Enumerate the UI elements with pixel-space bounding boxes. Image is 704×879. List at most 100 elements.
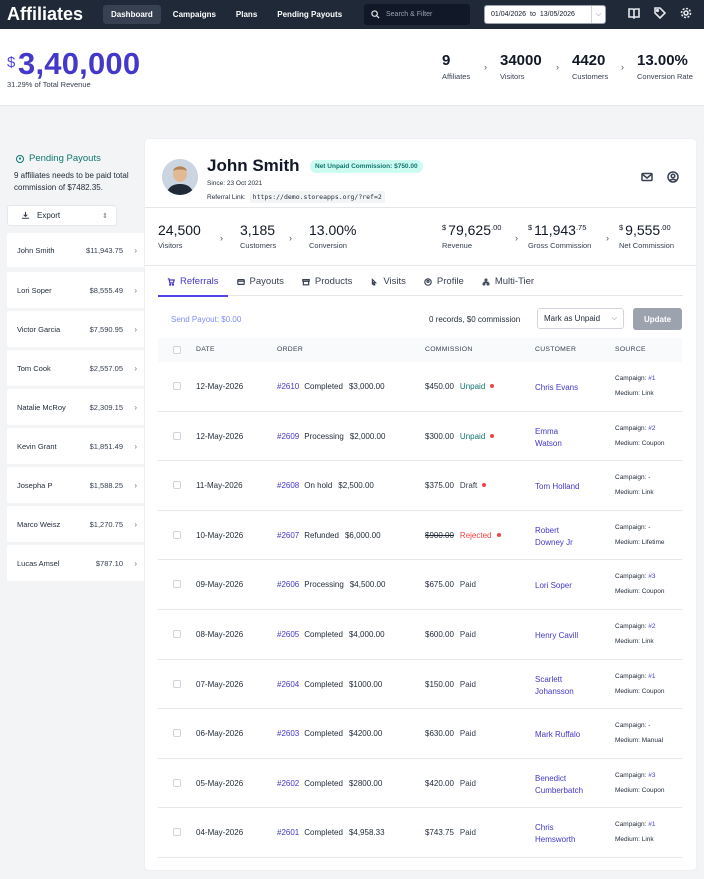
campaign-link[interactable]: #1 bbox=[648, 375, 656, 382]
source-cell: Campaign: - Medium: Link bbox=[615, 470, 654, 500]
customer-name-line: Chris Evans bbox=[535, 383, 579, 392]
affiliate-list-item[interactable]: Natalie McRoy $2,309.15 › bbox=[7, 389, 145, 425]
kpi-label: Gross Commission bbox=[528, 241, 592, 250]
search-input[interactable]: Search & Filter bbox=[364, 4, 470, 25]
source-cell: Campaign: #1 Medium: Link bbox=[615, 817, 655, 847]
order-link[interactable]: #2610 bbox=[277, 382, 300, 391]
customer-name-line: Lori Soper bbox=[535, 581, 572, 591]
kpi-gross-commission[interactable]: $11,943.75 Gross Commission bbox=[528, 222, 591, 250]
row-checkbox[interactable] bbox=[173, 778, 181, 787]
row-checkbox[interactable] bbox=[173, 580, 181, 589]
stat-customers[interactable]: 4420 Customers bbox=[572, 52, 608, 81]
customer-link[interactable]: Mark Ruffalo bbox=[535, 729, 605, 741]
affiliate-list-item[interactable]: Lucas Amsel $787.10 › bbox=[7, 545, 145, 581]
affiliate-list: John Smith $11,943.75 › Lori Soper $8,555.49… bbox=[7, 233, 145, 584]
table-row: 10-May-2026 #2607 Refunded $6,000.00 $900.00… bbox=[158, 511, 682, 561]
order-link[interactable]: #2605 bbox=[277, 629, 300, 639]
chevron-down-icon: ⌵ bbox=[611, 314, 617, 322]
affiliate-item-amount: $11,943.75 bbox=[86, 245, 123, 255]
campaign-link[interactable]: #3 bbox=[648, 771, 656, 779]
customer-link[interactable]: Chris Hemsworth bbox=[535, 822, 605, 846]
export-button[interactable]: Export ⇕ bbox=[7, 205, 117, 226]
tab-profile[interactable]: Profile bbox=[415, 267, 473, 296]
customer-name-line: Tom Holland bbox=[535, 482, 580, 492]
update-button[interactable]: Update bbox=[633, 308, 682, 330]
tab-multi-tier[interactable]: Multi-Tier bbox=[473, 267, 543, 296]
nav-dashboard[interactable]: Dashboard bbox=[103, 5, 161, 24]
tab-products[interactable]: Products bbox=[293, 267, 362, 296]
customer-name-line: Hemsworth bbox=[535, 835, 576, 845]
customer-link[interactable]: Scarlett Johansson bbox=[535, 674, 605, 698]
affiliate-item-name: Kevin Grant bbox=[17, 441, 57, 451]
row-checkbox[interactable] bbox=[173, 679, 181, 688]
top-icons bbox=[628, 7, 692, 19]
tag-icon[interactable] bbox=[654, 7, 666, 19]
kpi-visitors[interactable]: 24,500 Visitors bbox=[158, 222, 201, 250]
tab-visits[interactable]: Visits bbox=[361, 267, 415, 296]
tab-payouts[interactable]: Payouts bbox=[228, 267, 293, 296]
campaign-link[interactable]: #2 bbox=[648, 424, 656, 432]
chevron-down-icon[interactable]: ⌵ bbox=[591, 6, 605, 23]
campaign-link[interactable]: #1 bbox=[648, 821, 656, 829]
affiliate-list-item[interactable]: Marco Weisz $1,270.75 › bbox=[7, 506, 145, 542]
stat-affiliates[interactable]: 9 Affiliates bbox=[442, 52, 470, 81]
user-circle-icon[interactable] bbox=[667, 171, 679, 183]
order-link[interactable]: #2607 bbox=[277, 530, 300, 540]
mark-status-select[interactable]: Mark as Unpaid ⌵ bbox=[537, 308, 624, 329]
referral-link-value[interactable]: https://demo.storeapps.org/?ref=2 bbox=[249, 191, 385, 203]
order-link[interactable]: #2606 bbox=[277, 580, 300, 590]
campaign-link[interactable]: #1 bbox=[648, 672, 656, 680]
stat-conversion-rate[interactable]: 13.00% Conversion Rate bbox=[637, 52, 693, 81]
table-row: 09-May-2026 #2606 Processing $4,500.00 $675.… bbox=[158, 560, 682, 610]
order-link[interactable]: #2609 bbox=[277, 431, 300, 441]
export-label: Export bbox=[37, 211, 61, 220]
order-cell: #2605 Completed $4,000.00 bbox=[277, 630, 385, 639]
gear-icon[interactable] bbox=[680, 7, 692, 19]
customer-link[interactable]: Benedict Cumberbatch bbox=[535, 773, 605, 797]
row-checkbox[interactable] bbox=[173, 481, 181, 490]
affiliate-list-item[interactable]: Josepha P $1,588.25 › bbox=[7, 467, 145, 503]
nav-plans[interactable]: Plans bbox=[235, 10, 258, 19]
campaign-link[interactable]: #3 bbox=[648, 573, 656, 581]
customer-link[interactable]: Robert Downey Jr bbox=[535, 525, 605, 549]
affiliate-list-item[interactable]: Tom Cook $2,557.05 › bbox=[7, 350, 145, 386]
kpi-value: 3,185 bbox=[240, 222, 276, 238]
order-link[interactable]: #2608 bbox=[277, 481, 300, 491]
mail-icon[interactable] bbox=[641, 171, 653, 183]
order-link[interactable]: #2603 bbox=[277, 729, 300, 739]
affiliate-list-item[interactable]: Lori Soper $8,555.49 › bbox=[7, 272, 145, 308]
date-range-picker[interactable]: 01/04/2026 to 13/05/2026 ⌵ bbox=[484, 5, 606, 24]
row-checkbox[interactable] bbox=[173, 431, 181, 440]
select-all-checkbox[interactable] bbox=[173, 346, 181, 354]
row-checkbox[interactable] bbox=[173, 382, 181, 390]
order-link[interactable]: #2601 bbox=[277, 828, 300, 838]
customer-link[interactable]: Tom Holland bbox=[535, 481, 605, 493]
nav-pending-payouts[interactable]: Pending Payouts bbox=[277, 10, 343, 19]
book-icon[interactable] bbox=[628, 7, 640, 19]
kpi-net-commission[interactable]: $9,555.00 Net Commission bbox=[619, 222, 674, 250]
row-checkbox[interactable] bbox=[173, 828, 181, 837]
kpi-label: Conversion bbox=[309, 241, 347, 250]
stat-visitors[interactable]: 34000 Visitors bbox=[500, 52, 542, 81]
row-checkbox[interactable] bbox=[173, 729, 181, 738]
row-checkbox[interactable] bbox=[173, 530, 181, 539]
customer-link[interactable]: Henry Cavill bbox=[535, 630, 605, 642]
tab-referrals[interactable]: Referrals bbox=[158, 267, 228, 297]
customer-name-line: Emma bbox=[535, 426, 559, 436]
send-payout-button[interactable]: Send Payout: $0.00 bbox=[171, 315, 242, 324]
campaign-link[interactable]: #2 bbox=[648, 622, 656, 630]
order-link[interactable]: #2602 bbox=[277, 778, 300, 788]
customer-link[interactable]: Lori Soper bbox=[535, 580, 605, 592]
affiliate-list-item[interactable]: John Smith $11,943.75 › bbox=[7, 233, 145, 267]
kpi-value: 13.00% bbox=[309, 222, 357, 238]
customer-link[interactable]: Chris Evans bbox=[535, 382, 605, 394]
kpi-customers[interactable]: 3,185 Customers bbox=[240, 222, 276, 250]
affiliate-list-item[interactable]: Kevin Grant $1,851.49 › bbox=[7, 428, 145, 464]
row-checkbox[interactable] bbox=[173, 629, 181, 638]
customer-link[interactable]: Emma Watson bbox=[535, 426, 605, 450]
kpi-conversion[interactable]: 13.00% Conversion bbox=[309, 222, 356, 250]
affiliate-list-item[interactable]: Victor Garcia $7,590.95 › bbox=[7, 311, 145, 347]
nav-campaigns[interactable]: Campaigns bbox=[172, 10, 216, 19]
kpi-revenue[interactable]: $79,625.00 Revenue bbox=[442, 222, 501, 250]
order-link[interactable]: #2604 bbox=[277, 679, 300, 689]
